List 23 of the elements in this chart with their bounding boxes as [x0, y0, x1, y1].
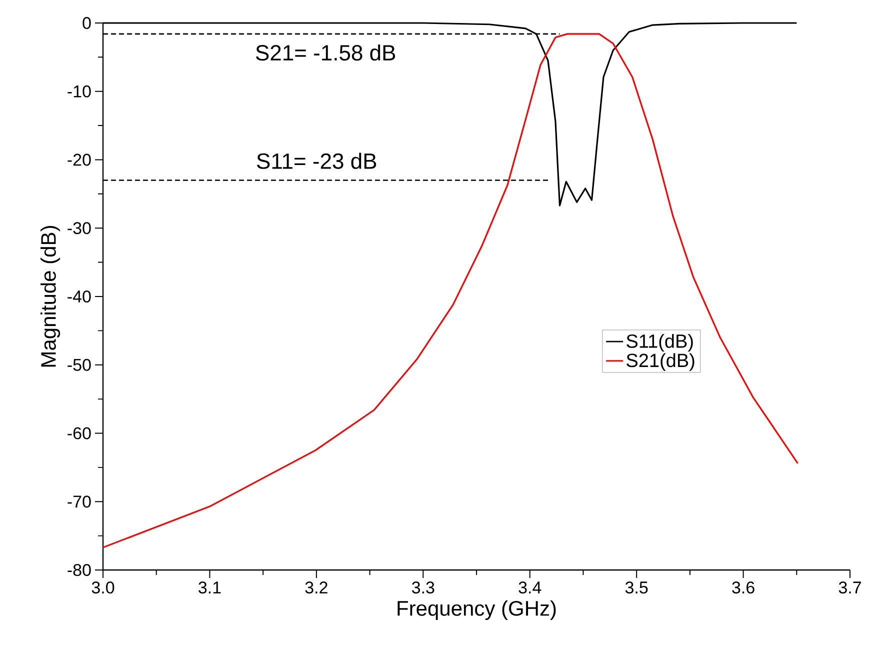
y-tick-label: -80	[68, 564, 91, 576]
x-axis-title: Frequency (GHz)	[398, 600, 556, 620]
y-tick-label: -20	[68, 154, 91, 166]
y-tick-label: -50	[68, 358, 91, 371]
annotation: S11= -23 dB	[256, 152, 376, 169]
legend-label: S11(dB)	[626, 334, 693, 352]
y-axis-title: Magnitude (dB)	[40, 226, 60, 367]
x-tick-label: 3.1	[198, 582, 221, 594]
x-tick-label: 3.5	[625, 582, 648, 594]
y-tick-label: -60	[68, 427, 91, 440]
x-tick-label: 3.2	[305, 582, 328, 594]
y-tick-label: -30	[68, 222, 91, 234]
x-tick-label: 3.6	[732, 582, 754, 594]
y-tick-label: -40	[68, 290, 91, 303]
x-tick-label: 3.3	[412, 582, 434, 594]
x-tick-label: 3.7	[838, 582, 861, 594]
x-tick-label: 3.4	[518, 582, 542, 594]
y-tick-label: 0	[82, 16, 91, 30]
legend-label: S21(dB)	[626, 353, 694, 371]
y-tick-label: -70	[68, 496, 91, 508]
annotation: S21= -1.58 dB	[256, 44, 396, 61]
x-tick-label: 3.0	[92, 582, 114, 594]
y-tick-label: -10	[68, 85, 91, 98]
